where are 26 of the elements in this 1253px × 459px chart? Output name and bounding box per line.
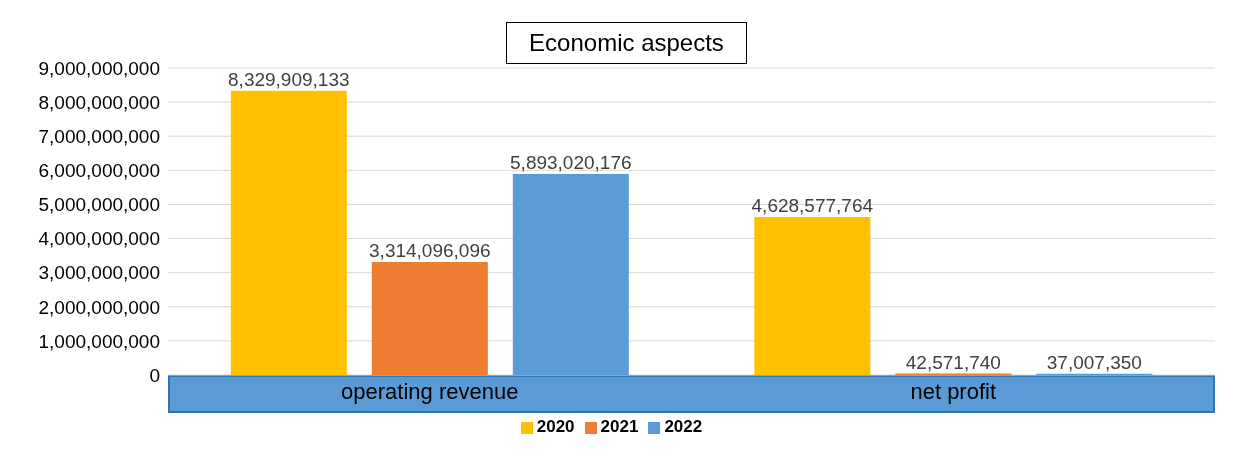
- legend-label: 2022: [664, 417, 703, 436]
- legend-label: 2021: [600, 417, 639, 436]
- x-tick-label: operating revenue: [341, 378, 519, 404]
- y-tick-label: 2,000,000,000: [38, 296, 160, 318]
- y-tick-label: 3,000,000,000: [38, 262, 160, 284]
- data-label: 42,571,740: [905, 351, 1001, 373]
- data-label: 37,007,350: [1046, 351, 1142, 373]
- data-label: 5,893,020,176: [510, 151, 632, 173]
- y-tick-label: 0: [149, 364, 160, 386]
- legend-label: 2020: [536, 417, 575, 436]
- x-tick-label: net profit: [910, 378, 997, 404]
- y-tick-label: 9,000,000,000: [38, 57, 160, 79]
- bar: [512, 173, 629, 375]
- y-tick-label: 5,000,000,000: [38, 194, 160, 216]
- y-tick-label: 6,000,000,000: [38, 160, 160, 182]
- y-tick-label: 4,000,000,000: [38, 228, 160, 250]
- y-tick-label: 7,000,000,000: [38, 125, 160, 147]
- data-label: 4,628,577,764: [751, 195, 874, 217]
- data-label: 8,329,909,133: [228, 68, 350, 90]
- chart-title: Economic aspects: [506, 22, 747, 64]
- bar: [754, 217, 871, 375]
- y-tick-label: 8,000,000,000: [38, 91, 160, 113]
- bar: [371, 261, 488, 375]
- data-label: 3,314,096,096: [369, 239, 491, 261]
- y-tick-label: 1,000,000,000: [38, 330, 160, 352]
- bar: [230, 90, 347, 375]
